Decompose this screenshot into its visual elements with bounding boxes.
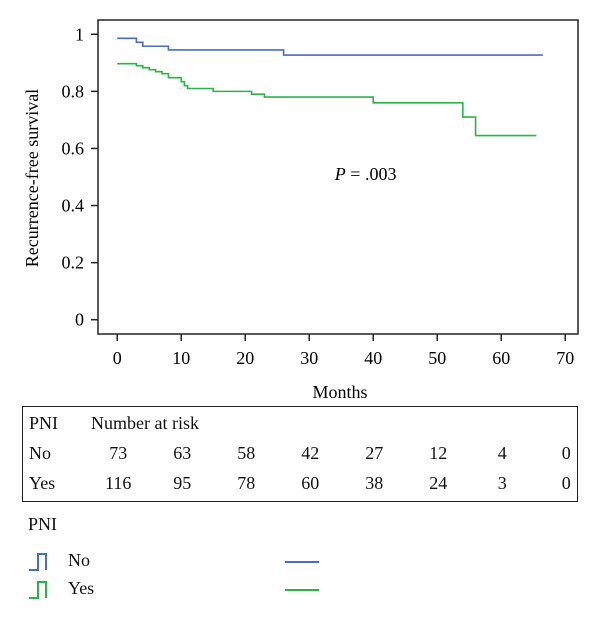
x-tick-label: 10 <box>172 348 190 368</box>
y-axis-label: Recurrence-free survival <box>22 89 42 267</box>
y-tick-label: 1 <box>75 24 84 44</box>
y-tick-label: 0 <box>75 310 84 330</box>
x-tick-label: 0 <box>113 348 122 368</box>
risk-row-group: No <box>29 443 51 463</box>
risk-count: 95 <box>173 473 192 493</box>
p-value-text: = .003 <box>346 164 397 184</box>
risk-count: 27 <box>365 443 384 463</box>
step-icon <box>29 581 47 599</box>
legend-title: PNI <box>28 514 58 534</box>
step-icon <box>29 553 47 571</box>
km-chart: 0 10 20 30 40 50 60 70 0 0.2 0.4 0.6 0.8 1 Recurrence… <box>22 19 579 400</box>
curve-yes <box>117 62 537 137</box>
x-tick-label: 20 <box>236 348 254 368</box>
risk-count: 0 <box>561 443 571 463</box>
risk-count: 12 <box>429 443 448 463</box>
risk-row-no: No 73 63 58 42 27 12 4 0 <box>23 443 577 471</box>
risk-count: 58 <box>237 443 256 463</box>
risk-count: 73 <box>109 443 128 463</box>
risk-header-label: Number at risk <box>91 413 199 433</box>
step-icon-path <box>29 581 47 599</box>
x-tick-label: 60 <box>492 348 510 368</box>
number-at-risk-table: PNI Number at risk No 73 63 58 42 27 12 4 0 Yes… <box>22 406 578 502</box>
risk-count: 0 <box>561 473 571 493</box>
risk-count: 116 <box>105 473 132 493</box>
risk-table-header: PNI Number at risk <box>23 413 577 441</box>
risk-header-group: PNI <box>29 413 59 433</box>
legend-line-yes <box>285 589 319 591</box>
y-tick-label: 0.8 <box>62 81 85 101</box>
x-tick-label: 30 <box>300 348 318 368</box>
x-tick-label: 40 <box>364 348 382 368</box>
risk-count: 42 <box>301 443 320 463</box>
legend-label: Yes <box>68 578 95 598</box>
legend-label: No <box>68 550 90 570</box>
risk-count: 38 <box>365 473 384 493</box>
axes: 0 10 20 30 40 50 60 70 0 0.2 0.4 0.6 0.8 1 <box>62 19 579 368</box>
risk-row-group: Yes <box>29 473 56 493</box>
p-value-italic: P <box>334 164 346 184</box>
survival-curves <box>117 37 543 137</box>
x-tick-label: 70 <box>556 348 574 368</box>
risk-count: 24 <box>429 473 448 493</box>
risk-count: 78 <box>237 473 256 493</box>
y-tick-label: 0.6 <box>62 138 85 158</box>
curve-no <box>117 37 543 56</box>
p-value-annotation: P = .003 <box>334 164 397 184</box>
y-tick-label: 0.2 <box>62 253 85 273</box>
y-tick-label: 0.4 <box>62 196 85 216</box>
legend-line-no <box>285 561 319 563</box>
plot-frame <box>97 19 579 335</box>
x-axis-label: Months <box>312 382 367 400</box>
risk-count: 63 <box>173 443 192 463</box>
risk-count: 4 <box>497 443 507 463</box>
x-tick-label: 50 <box>428 348 446 368</box>
risk-count: 60 <box>301 473 320 493</box>
step-icon-path <box>29 553 47 571</box>
risk-row-yes: Yes 116 95 78 60 38 24 3 0 <box>23 473 577 501</box>
risk-count: 3 <box>497 473 507 493</box>
